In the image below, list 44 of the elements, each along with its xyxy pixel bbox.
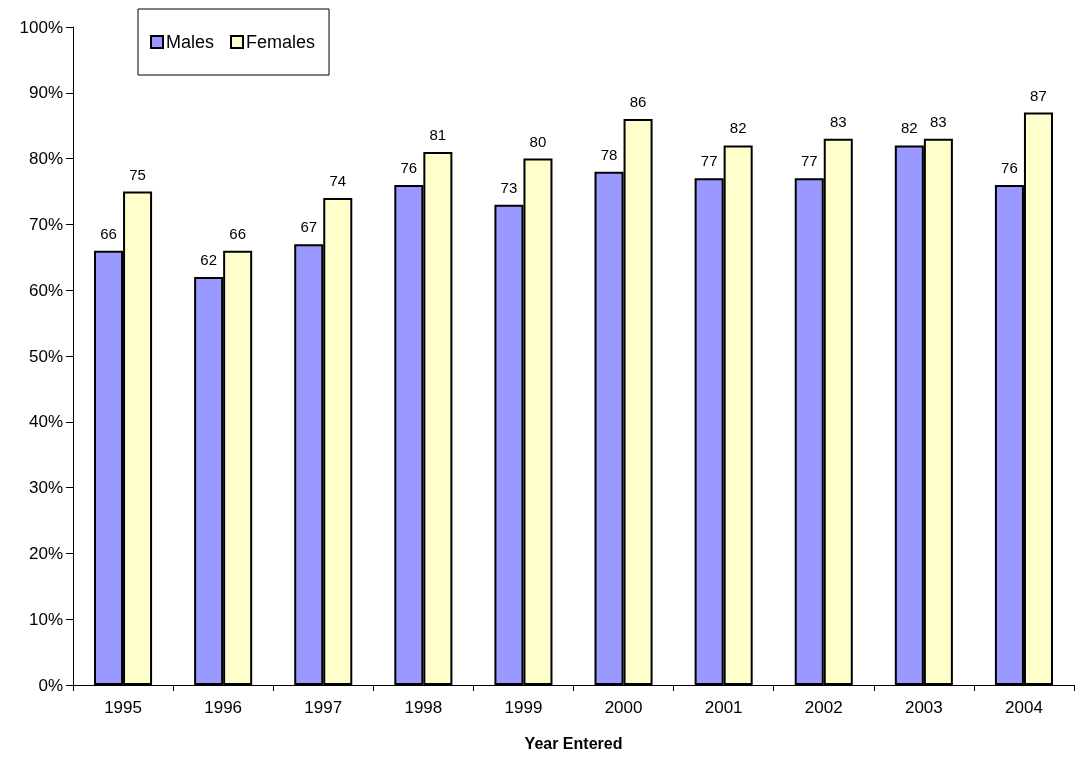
data-label: 74 — [329, 172, 347, 190]
y-tick-label: 30% — [28, 478, 63, 498]
x-tick-label: 2004 — [1005, 698, 1043, 717]
data-label: 86 — [629, 93, 647, 111]
y-tick-label: 70% — [28, 214, 63, 234]
x-tick-label: 1996 — [204, 698, 243, 717]
x-tick-label: 2001 — [704, 698, 743, 717]
data-label: 82 — [900, 119, 918, 137]
data-label: 62 — [200, 251, 217, 269]
data-label: 75 — [129, 165, 146, 183]
x-tick-label: 2003 — [904, 698, 943, 717]
y-tick-label: 60% — [28, 280, 63, 300]
data-label: 80 — [529, 132, 547, 150]
data-label: 66 — [229, 224, 247, 242]
data-label: 73 — [500, 178, 518, 196]
x-tick-label: 1998 — [404, 698, 443, 717]
x-tick-label: 2000 — [604, 698, 643, 717]
y-tick-label: 80% — [28, 149, 63, 169]
data-label: 66 — [100, 224, 117, 242]
y-tick-label: 0% — [38, 675, 63, 695]
x-tick-label: 2002 — [804, 698, 843, 717]
legend-label: Females — [246, 32, 316, 52]
x-tick-label: 1999 — [504, 698, 543, 717]
data-label: 83 — [829, 112, 847, 130]
x-tick-label: 1995 — [104, 698, 142, 717]
x-tick-label: 1997 — [304, 698, 343, 717]
data-label: 67 — [300, 218, 318, 236]
data-label: 78 — [600, 145, 618, 163]
y-tick-label: 100% — [19, 17, 63, 37]
y-tick-label: 10% — [28, 609, 63, 629]
y-tick-label: 90% — [28, 83, 63, 103]
legend-label: Males — [166, 32, 215, 52]
data-label: 81 — [429, 126, 447, 144]
data-label: 77 — [800, 152, 818, 170]
y-tick-label: 50% — [28, 346, 63, 366]
data-label: 82 — [729, 119, 747, 137]
y-tick-label: 20% — [28, 543, 63, 563]
x-axis-title: Year Entered — [524, 734, 623, 752]
y-tick-label: 40% — [28, 412, 63, 432]
data-label: 76 — [400, 158, 418, 176]
data-label: 83 — [930, 112, 947, 130]
data-label: 87 — [1030, 86, 1047, 104]
data-label: 77 — [700, 152, 718, 170]
data-label: 76 — [1001, 158, 1018, 176]
